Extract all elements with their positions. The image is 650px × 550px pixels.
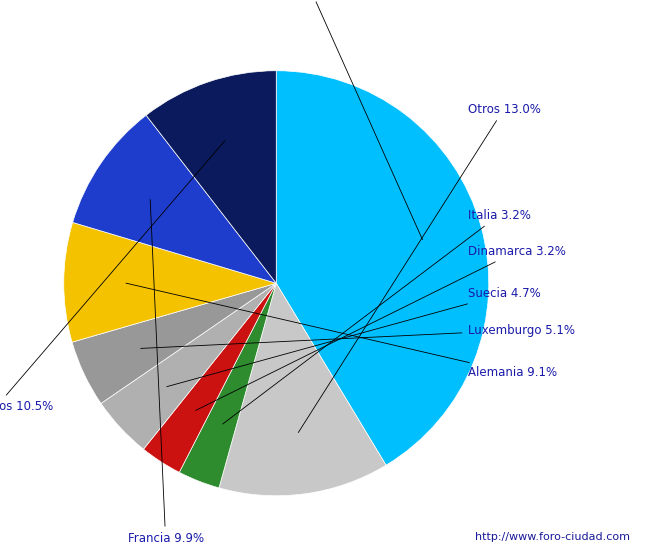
Wedge shape bbox=[179, 283, 276, 488]
Text: Italia 3.2%: Italia 3.2% bbox=[223, 209, 530, 424]
Text: Portugal 41.4%: Portugal 41.4% bbox=[266, 0, 422, 240]
Text: Dinamarca 3.2%: Dinamarca 3.2% bbox=[196, 245, 566, 410]
Wedge shape bbox=[64, 222, 276, 342]
Wedge shape bbox=[144, 283, 276, 472]
Text: http://www.foro-ciudad.com: http://www.foro-ciudad.com bbox=[476, 532, 630, 542]
Text: Países Bajos 10.5%: Países Bajos 10.5% bbox=[0, 141, 225, 413]
Text: Suecia 4.7%: Suecia 4.7% bbox=[167, 288, 540, 387]
Wedge shape bbox=[146, 71, 276, 283]
Text: Otros 13.0%: Otros 13.0% bbox=[298, 102, 540, 432]
Wedge shape bbox=[276, 71, 489, 465]
Wedge shape bbox=[101, 283, 276, 449]
Text: Alemania 9.1%: Alemania 9.1% bbox=[126, 283, 556, 379]
Text: Jerez de los Caballeros - Turistas extranjeros según país - Agosto de 2024: Jerez de los Caballeros - Turistas extra… bbox=[70, 18, 580, 32]
Wedge shape bbox=[219, 283, 386, 496]
Wedge shape bbox=[72, 283, 276, 403]
Text: Luxemburgo 5.1%: Luxemburgo 5.1% bbox=[140, 323, 575, 348]
Text: Francia 9.9%: Francia 9.9% bbox=[127, 200, 203, 544]
Wedge shape bbox=[73, 116, 276, 283]
